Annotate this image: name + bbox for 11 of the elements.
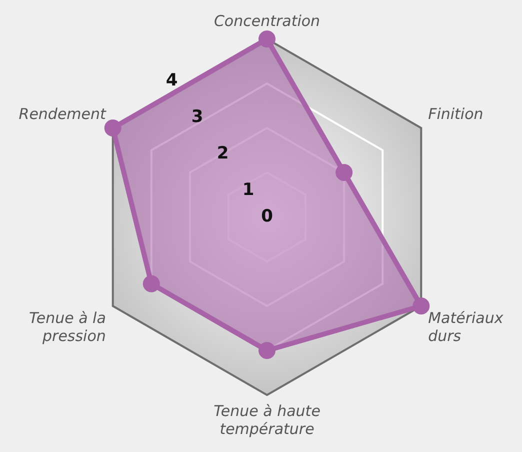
y-tick-label: 3 xyxy=(191,106,204,127)
spoke-label: Rendement xyxy=(18,104,108,123)
spoke-label: Concentration xyxy=(214,12,320,30)
spoke-label: Tenue à la pression xyxy=(29,308,106,345)
spoke-label: Matériaux durs xyxy=(428,308,504,345)
y-tick-label: 4 xyxy=(166,70,178,90)
y-tick-label: 0 xyxy=(261,206,274,226)
y-tick-label: 2 xyxy=(216,143,229,164)
spoke-label: Finition xyxy=(428,104,484,123)
y-tick-label: 1 xyxy=(242,180,254,200)
spoke-label: Tenue à haute température xyxy=(214,402,320,438)
